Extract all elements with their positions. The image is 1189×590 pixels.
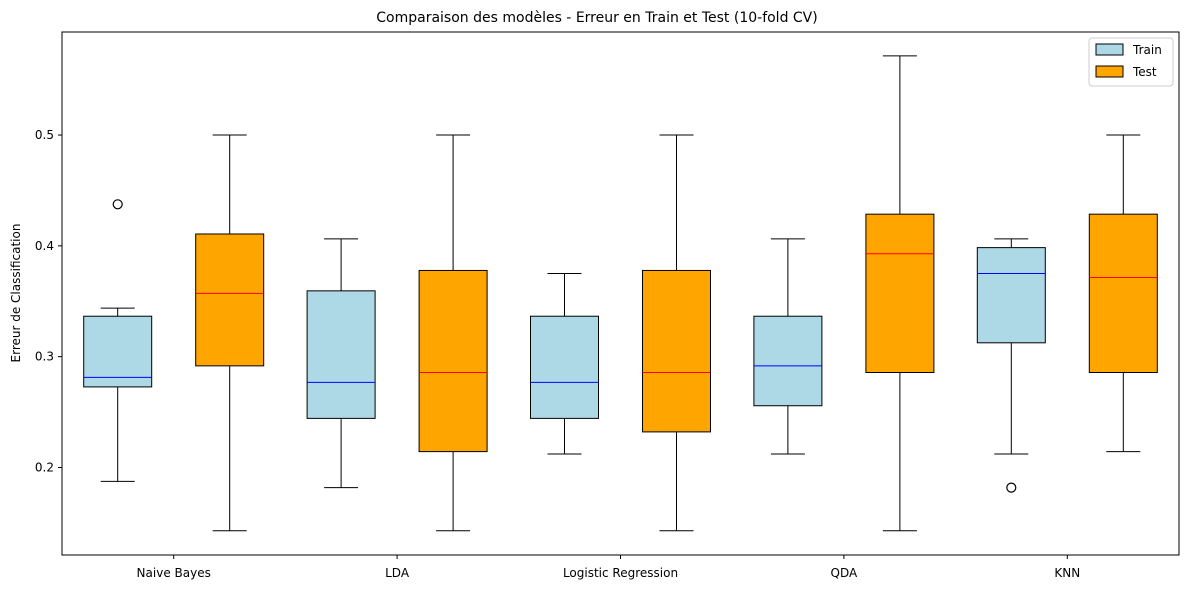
y-axis-label: Erreur de Classification (9, 224, 23, 363)
y-tick-label: 0.5 (35, 128, 54, 142)
iqr-box-train (976, 247, 1046, 344)
box-test-4 (1088, 134, 1158, 453)
box-test-2 (642, 134, 711, 532)
box-test-1 (418, 134, 488, 532)
box-test-3 (865, 55, 935, 532)
iqr-box-train (306, 290, 376, 419)
y-tick-label: 0.4 (35, 239, 54, 253)
box-train-4 (976, 238, 1046, 493)
iqr-box-test (642, 269, 711, 433)
x-tick-label: Naive Bayes (137, 566, 211, 580)
box-train-2 (530, 273, 599, 455)
iqr-box-test (195, 233, 265, 367)
legend-swatch-train (1095, 43, 1124, 56)
box-test-0 (195, 134, 265, 532)
box-train-0 (83, 199, 153, 482)
outlier-point-train (1006, 482, 1017, 493)
iqr-box-train (753, 315, 823, 407)
legend-label-test: Test (1132, 65, 1157, 79)
legend: Train Test (1088, 37, 1174, 87)
iqr-box-test (865, 213, 935, 374)
legend-label-train: Train (1132, 43, 1162, 57)
outlier-point-train (112, 199, 123, 210)
x-tick-label: KNN (1054, 566, 1080, 580)
y-tick-label: 0.3 (35, 350, 54, 364)
x-tick-label: Logistic Regression (563, 566, 678, 580)
iqr-box-train (530, 315, 599, 419)
legend-swatch-test (1095, 65, 1124, 78)
x-tick-label: LDA (385, 566, 410, 580)
x-axis: Naive Bayes LDA Logistic Regression QDA KNN (137, 555, 1080, 580)
y-tick-label: 0.2 (35, 460, 54, 474)
x-tick-label: QDA (831, 566, 858, 580)
box-train-1 (306, 238, 376, 489)
iqr-box-train (83, 315, 153, 388)
iqr-box-test (1088, 213, 1158, 374)
box-train-3 (753, 238, 823, 455)
iqr-box-test (418, 269, 488, 453)
y-axis: 0.2 0.3 0.4 0.5 (35, 128, 62, 474)
chart-title: Comparaison des modèles - Erreur en Trai… (376, 10, 817, 26)
plot-area (83, 55, 1158, 532)
